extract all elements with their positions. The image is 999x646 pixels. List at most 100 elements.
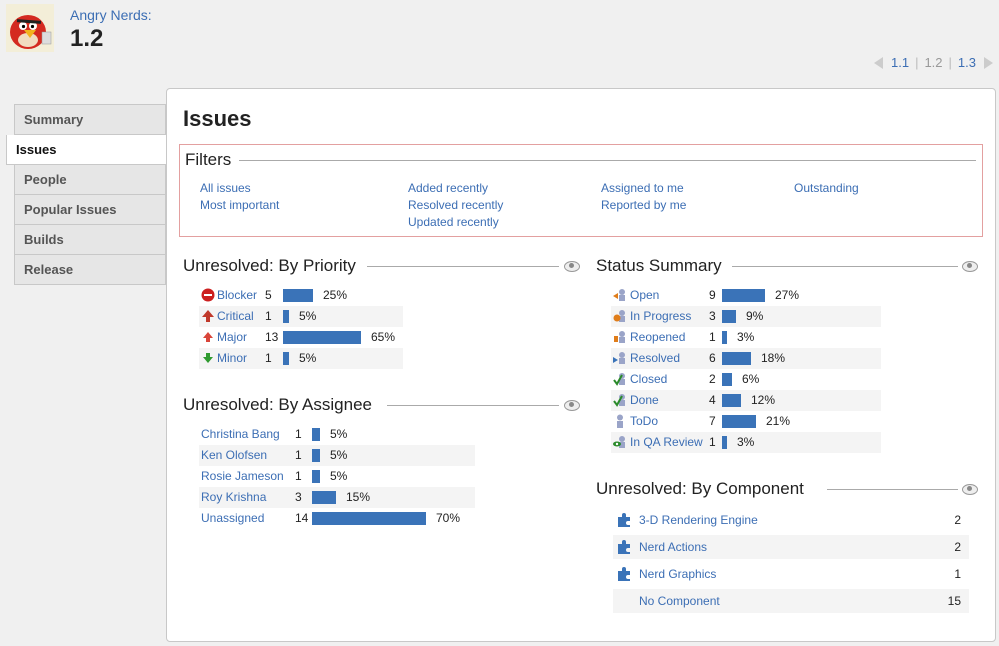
status-row: Closed 2 6% (611, 369, 881, 390)
priority-row-link[interactable]: Major (217, 330, 248, 344)
status-row-percent: 21% (766, 414, 791, 428)
minor-icon (201, 351, 215, 365)
previous-version-arrow-icon[interactable] (873, 56, 883, 69)
page-title: Issues (183, 106, 252, 131)
priority-row-link[interactable]: Blocker (217, 288, 258, 302)
component-divider (827, 489, 958, 490)
priority-row-link[interactable]: Minor (217, 351, 248, 365)
priority-row-count: 1 (265, 351, 272, 365)
filter-added-recently[interactable]: Added recently (408, 181, 489, 195)
blocker-icon (201, 288, 215, 302)
status-row-bar (722, 436, 727, 449)
filter-reported-by-me[interactable]: Reported by me (601, 198, 687, 212)
status-row-count: 9 (709, 288, 716, 302)
component-row: 3-D Rendering Engine 2 (613, 508, 969, 532)
status-row-percent: 3% (737, 330, 755, 344)
assignee-row: Roy Krishna 3 15% (199, 487, 475, 508)
next-version-link[interactable]: 1.3 (957, 55, 976, 70)
filter-most-important[interactable]: Most important (200, 198, 280, 212)
tab-popular-issues[interactable]: Popular Issues (14, 195, 166, 225)
component-puzzle-icon (617, 513, 631, 527)
priority-row-count: 5 (265, 288, 272, 302)
component-link[interactable]: Nerd Actions (639, 540, 708, 554)
watch-eye-icon[interactable] (962, 484, 978, 495)
priority-divider (367, 266, 559, 267)
version-tabs: Summary Issues People Popular Issues Bui… (6, 104, 169, 285)
open-status-icon (613, 288, 627, 302)
tab-issues[interactable]: Issues (6, 135, 169, 165)
status-row: ToDo 7 21% (611, 411, 881, 432)
status-row-count: 6 (709, 351, 716, 365)
assignee-row-percent: 5% (330, 427, 348, 441)
status-row-link[interactable]: Resolved (630, 351, 681, 365)
previous-version-link[interactable]: 1.1 (890, 55, 910, 70)
assignee-row-link[interactable]: Ken Olofsen (201, 448, 268, 462)
filter-updated-recently[interactable]: Updated recently (408, 215, 499, 229)
status-row-bar (722, 310, 736, 323)
status-row-link[interactable]: ToDo (630, 414, 659, 428)
priority-row-percent: 5% (299, 351, 317, 365)
filter-all-issues[interactable]: All issues (200, 181, 251, 195)
status-row-link[interactable]: Closed (630, 372, 668, 386)
version-title: 1.2 (70, 25, 104, 52)
component-link[interactable]: Nerd Graphics (639, 567, 717, 581)
status-divider (732, 266, 958, 267)
status-row-link[interactable]: Open (630, 288, 660, 302)
assignee-row-link[interactable]: Unassigned (201, 511, 265, 525)
tab-builds[interactable]: Builds (14, 225, 166, 255)
version-separator: | (915, 55, 919, 70)
status-row-link[interactable]: In Progress (630, 309, 692, 323)
filter-resolved-recently[interactable]: Resolved recently (408, 198, 504, 212)
filters-divider (236, 160, 976, 161)
project-avatar-icon (6, 4, 54, 52)
component-link[interactable]: No Component (639, 594, 720, 608)
status-row-link[interactable]: In QA Review (630, 435, 703, 449)
status-row-link[interactable]: Reopened (630, 330, 686, 344)
priority-row: Critical 1 5% (199, 306, 403, 327)
tab-people[interactable]: People (14, 165, 166, 195)
assignee-row-link[interactable]: Rosie Jameson (201, 469, 284, 483)
filter-assigned-to-me[interactable]: Assigned to me (601, 181, 684, 195)
component-puzzle-icon (617, 567, 631, 581)
assignee-row-bar (312, 491, 336, 504)
priority-row: Minor 1 5% (199, 348, 403, 369)
assignee-row-bar (312, 512, 426, 525)
status-row-count: 1 (709, 330, 716, 344)
component-row: Nerd Actions 2 (613, 535, 969, 559)
priority-row-percent: 25% (323, 288, 348, 302)
status-row-link[interactable]: Done (630, 393, 659, 407)
status-row-bar (722, 289, 765, 302)
filters-box: Filters All issues Most important Added … (179, 144, 983, 237)
assignee-divider (387, 405, 559, 406)
status-row-bar (722, 415, 756, 428)
priority-row-link[interactable]: Critical (217, 309, 254, 323)
filter-outstanding[interactable]: Outstanding (794, 181, 859, 195)
priority-row-count: 13 (265, 330, 279, 344)
filters-heading: Filters (185, 150, 240, 170)
status-row-bar (722, 373, 732, 386)
by-assignee-heading: Unresolved: By Assignee (183, 395, 380, 415)
assignee-row: Unassigned 14 70% (199, 508, 475, 529)
priority-row-bar (283, 331, 361, 344)
assignee-row-count: 1 (295, 448, 302, 462)
assignee-row-link[interactable]: Roy Krishna (201, 490, 267, 504)
critical-icon (201, 309, 215, 323)
component-link[interactable]: 3-D Rendering Engine (639, 513, 758, 527)
assignee-row-bar (312, 428, 320, 441)
project-name-link[interactable]: Angry Nerds: (70, 7, 152, 23)
watch-eye-icon[interactable] (564, 400, 580, 411)
priority-row-bar (283, 310, 289, 323)
next-version-arrow-icon[interactable] (984, 56, 993, 69)
watch-eye-icon[interactable] (962, 261, 978, 272)
status-row-bar (722, 331, 727, 344)
major-icon (201, 330, 215, 344)
assignee-row-link[interactable]: Christina Bang (201, 427, 280, 441)
assignee-row: Christina Bang 1 5% (199, 424, 475, 445)
status-row: Done 4 12% (611, 390, 881, 411)
assignee-row-count: 14 (295, 511, 309, 525)
watch-eye-icon[interactable] (564, 261, 580, 272)
component-row: Nerd Graphics 1 (613, 562, 969, 586)
tab-release[interactable]: Release (14, 255, 166, 285)
tab-summary[interactable]: Summary (14, 104, 166, 135)
version-separator: | (948, 55, 952, 70)
